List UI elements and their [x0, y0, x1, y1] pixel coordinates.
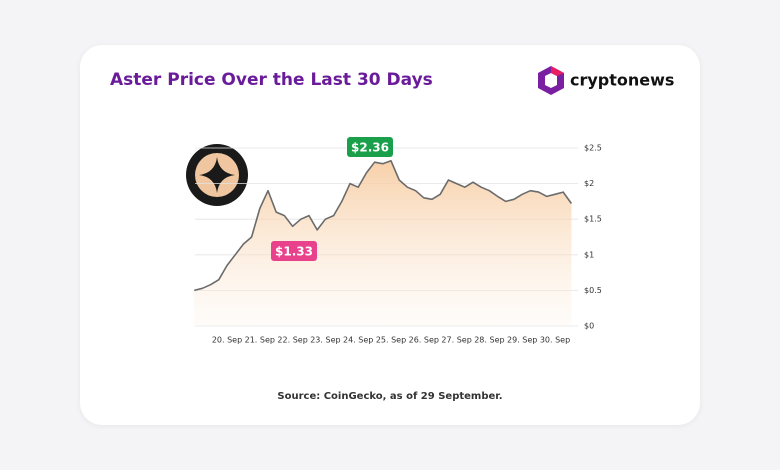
coin-icon [186, 144, 248, 206]
annotation-badge [271, 241, 317, 261]
y-tick-label: $0 [584, 322, 594, 331]
y-tick-label: $1.5 [584, 215, 602, 224]
area [194, 160, 572, 326]
y-tick-label: $2.5 [584, 144, 602, 153]
x-tick-label: 27. Sep [441, 336, 471, 345]
brand-logo [538, 66, 564, 95]
x-tick-label: 21. Sep [245, 336, 275, 345]
brand-name: cryptonews [570, 71, 674, 90]
x-tick-label: 22. Sep [277, 336, 307, 345]
chart-title: Aster Price Over the Last 30 Days [110, 70, 433, 90]
x-tick-label: 23. Sep [310, 336, 340, 345]
source-note: Source: CoinGecko, as of 29 September. [277, 391, 502, 402]
x-tick-label: 25. Sep [376, 336, 406, 345]
x-tick-label: 24. Sep [343, 336, 373, 345]
x-tick-label: 30. Sep [540, 336, 570, 345]
x-tick-label: 29. Sep [507, 336, 537, 345]
y-tick-label: $1 [584, 250, 594, 259]
y-tick-label: $0.5 [584, 286, 602, 295]
price-line [194, 160, 573, 292]
annotation-label: $1.33 [275, 245, 313, 259]
annotation-label: $2.36 [351, 141, 389, 155]
y-tick-label: $2 [584, 179, 594, 188]
x-tick-label: 20. Sep [212, 336, 242, 345]
x-tick-label: 28. Sep [474, 336, 504, 345]
x-tick-label: 26. Sep [409, 336, 439, 345]
annotation-badge [347, 137, 393, 157]
